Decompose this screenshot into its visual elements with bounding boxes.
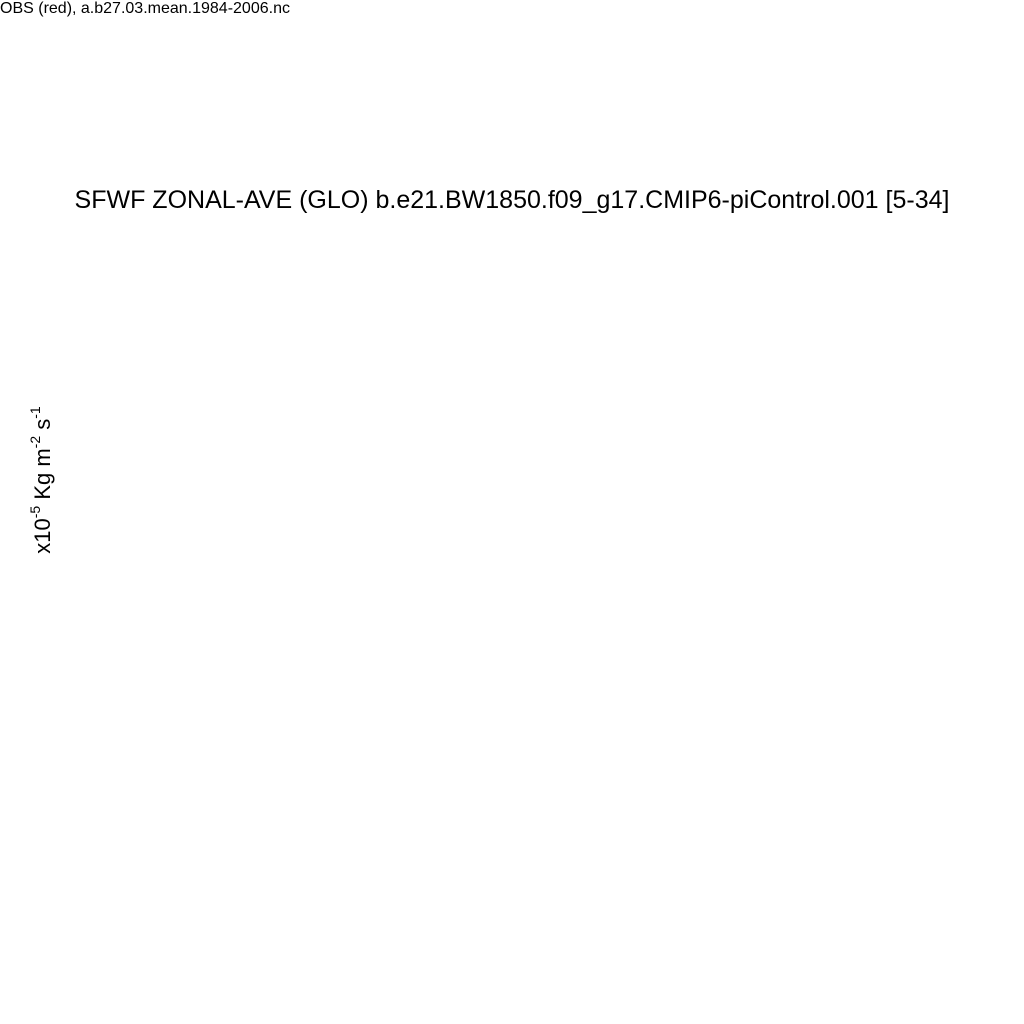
y-label-exp3: -1 (27, 406, 43, 419)
y-axis-label: x10-5 Kg m-2 s-1 (27, 406, 55, 554)
y-label-exp2: -2 (27, 436, 43, 449)
chart-subtitle: OBS (red), a.b27.03.mean.1984-2006.nc (0, 0, 290, 17)
y-label-mid: Kg m (30, 448, 55, 505)
y-label-prefix: x10 (30, 518, 55, 553)
chart-title: SFWF ZONAL-AVE (GLO) b.e21.BW1850.f09_g1… (75, 186, 950, 214)
y-label-mid2: s (30, 419, 55, 436)
y-label-exp1: -5 (27, 506, 43, 519)
